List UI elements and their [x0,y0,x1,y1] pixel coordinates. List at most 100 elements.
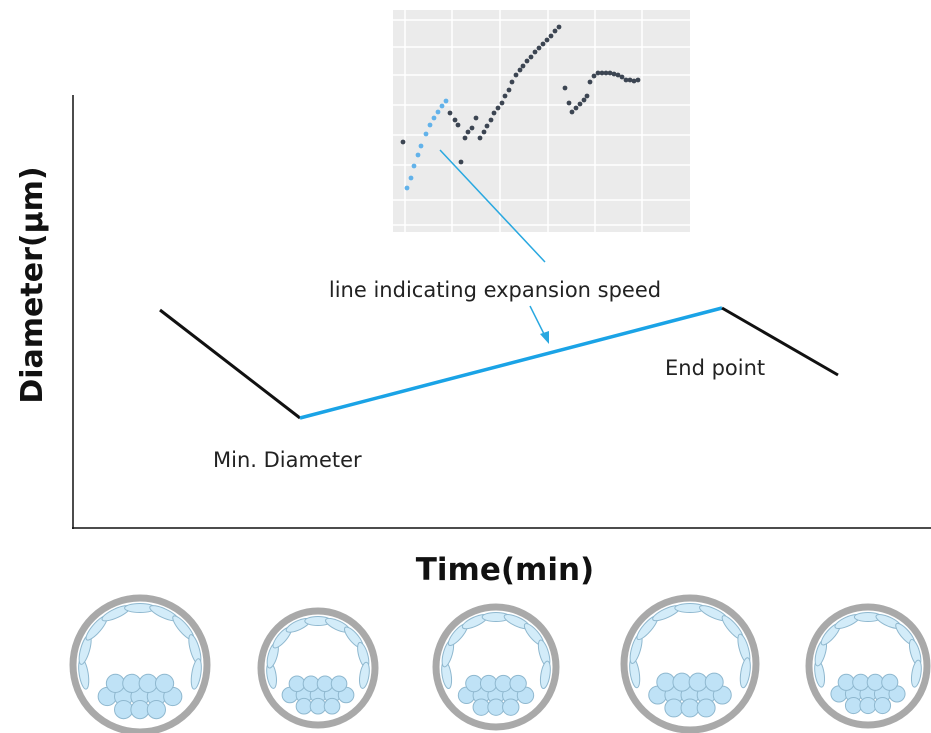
inset-dot [408,175,414,181]
inner-cell [114,700,134,720]
inner-cell [844,696,863,715]
trophectoderm [910,659,922,688]
inset-dot [562,85,568,91]
pointer-line [439,149,546,263]
inset-dot [443,98,449,104]
embryo [620,594,760,733]
inner-cell [704,672,724,692]
embryo [805,603,931,729]
inset-dot [581,97,587,103]
inner-cell [656,672,676,692]
inset-dot [544,37,550,43]
inset-dot [423,131,429,137]
inner-cell [509,674,527,693]
end-label: End point [665,356,765,380]
inner-cell [302,675,320,693]
inset-dot [509,79,515,85]
inset-dot [400,139,406,145]
embryo-illustrations [69,594,931,733]
inset-dot [556,24,562,30]
inset-dot [447,110,453,116]
inner-cell [288,675,306,693]
inset-dot [520,63,526,69]
inset-dot [615,72,621,78]
inner-cell [873,696,892,715]
shrink-line [159,308,301,420]
inset-dot [502,93,508,99]
inset-dot [532,49,538,55]
pointer-arrow [529,305,546,337]
inner-cell [154,673,175,693]
inset-dot [517,67,523,73]
inset-dot [619,74,625,80]
inset-dot [458,159,464,165]
inner-cell [323,697,341,715]
inner-cell [664,698,684,718]
inner-cell [680,698,700,718]
inner-cell [330,675,348,693]
inset-dot [540,41,546,47]
inner-cell [688,672,708,692]
inner-cell [122,673,142,693]
inset-dot [439,103,445,109]
inset-dot [587,79,593,85]
arrow-head [540,331,549,344]
inner-cell [465,674,483,693]
embryo [432,603,560,731]
inset-dot [536,45,542,51]
inset-dot [415,152,421,158]
inset-dot [455,122,461,128]
inset-dot [573,105,579,111]
inset-dot [477,135,483,141]
inset-dot [607,70,613,76]
inner-cell [130,700,150,720]
inset-dot [548,33,554,39]
inset-dot [499,100,505,106]
expansion-line [299,306,723,420]
inset-dot [635,77,641,83]
trophectoderm [739,657,751,689]
y-axis-label: Diameter(μm) [15,166,50,403]
inner-cell [502,698,520,716]
inset-dot [418,143,424,149]
inner-cell [859,696,877,715]
min-label: Min. Diameter [213,448,362,472]
inset-dot [611,71,617,77]
inset-dot [595,70,601,76]
inset-dot [599,70,605,76]
inner-cell [146,700,166,720]
inner-cell [295,697,313,715]
inset-dot [484,123,490,129]
inner-cell [672,672,692,692]
inset-dot [427,122,433,128]
inset-dot [488,117,494,123]
x-axis-label: Time(min) [416,552,594,588]
inner-cell [696,698,716,718]
inner-cell [479,674,498,693]
inner-cell [309,697,327,715]
trophectoderm [190,658,202,690]
expansion-label: line indicating expansion speed [329,278,661,302]
inset-dot [462,135,468,141]
embryo [69,594,211,733]
inset-dot [569,109,575,115]
inner-cell [866,673,884,691]
trophectoderm [539,660,551,690]
inset-dot [552,28,558,34]
inset-dot [469,125,475,131]
inset-dot [506,87,512,93]
inset-dot [411,163,417,169]
inset-dot [528,54,534,60]
inset-dot [481,129,487,135]
inset-dot [577,101,583,107]
inset-dot [627,77,633,83]
inset-dot [631,78,637,84]
inset-dot [623,77,629,83]
inner-cell [852,673,870,691]
inset-dot [513,72,519,78]
inner-cell [487,698,505,716]
inset-dot [435,109,441,115]
inner-cell [837,673,855,691]
inset-dot [584,93,590,99]
trophectoderm [359,661,370,689]
